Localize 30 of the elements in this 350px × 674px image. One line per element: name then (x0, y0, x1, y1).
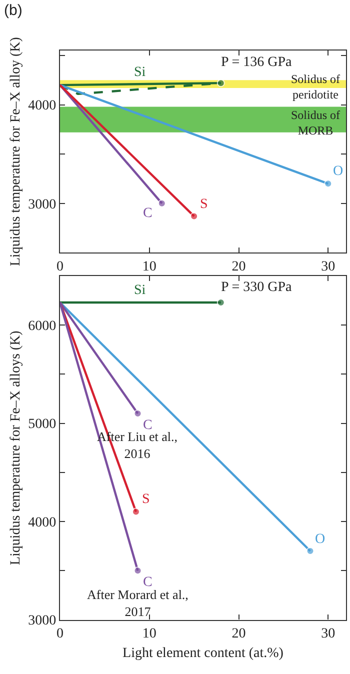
series-label: C (143, 575, 152, 590)
series-label: Si (134, 283, 146, 298)
y-tick-label: 6000 (28, 318, 56, 334)
annotation: P = 136 GPa (221, 55, 293, 70)
x-tick-label: 20 (232, 626, 246, 642)
x-tick-label: 30 (321, 626, 336, 642)
chart-title: (b) (4, 2, 22, 19)
series-label: O (333, 164, 344, 179)
y-tick-label: 3000 (28, 614, 56, 629)
x-tick-label: 0 (56, 626, 64, 642)
y-axis-title: Liquidus temperature for Fe–X alloys (K) (8, 330, 24, 566)
series-label: S (142, 492, 150, 507)
series-label: S (200, 197, 208, 212)
series-label: Si (134, 65, 146, 80)
y-tick-label: 3000 (28, 197, 56, 212)
x-tick-label: 20 (232, 260, 246, 275)
annotation: P = 330 GPa (221, 280, 293, 295)
y-tick-label: 4000 (28, 98, 56, 114)
y-tick-label: 4000 (28, 515, 56, 530)
series-label: C (143, 418, 152, 433)
x-tick-label: 10 (142, 260, 156, 275)
x-tick-label: 0 (56, 260, 64, 275)
y-tick-label: 5000 (28, 417, 56, 432)
x-tick-label: 30 (321, 260, 336, 275)
x-axis-title: Light element content (at.%) (122, 646, 284, 661)
series-label: C (143, 206, 152, 221)
y-axis-title: Liquidus temperature for Fe–X alloy (K) (8, 36, 24, 266)
x-tick-label: 10 (142, 626, 156, 642)
annotation: After Morard et al., 2017 (87, 587, 188, 619)
series-label: O (315, 532, 326, 547)
